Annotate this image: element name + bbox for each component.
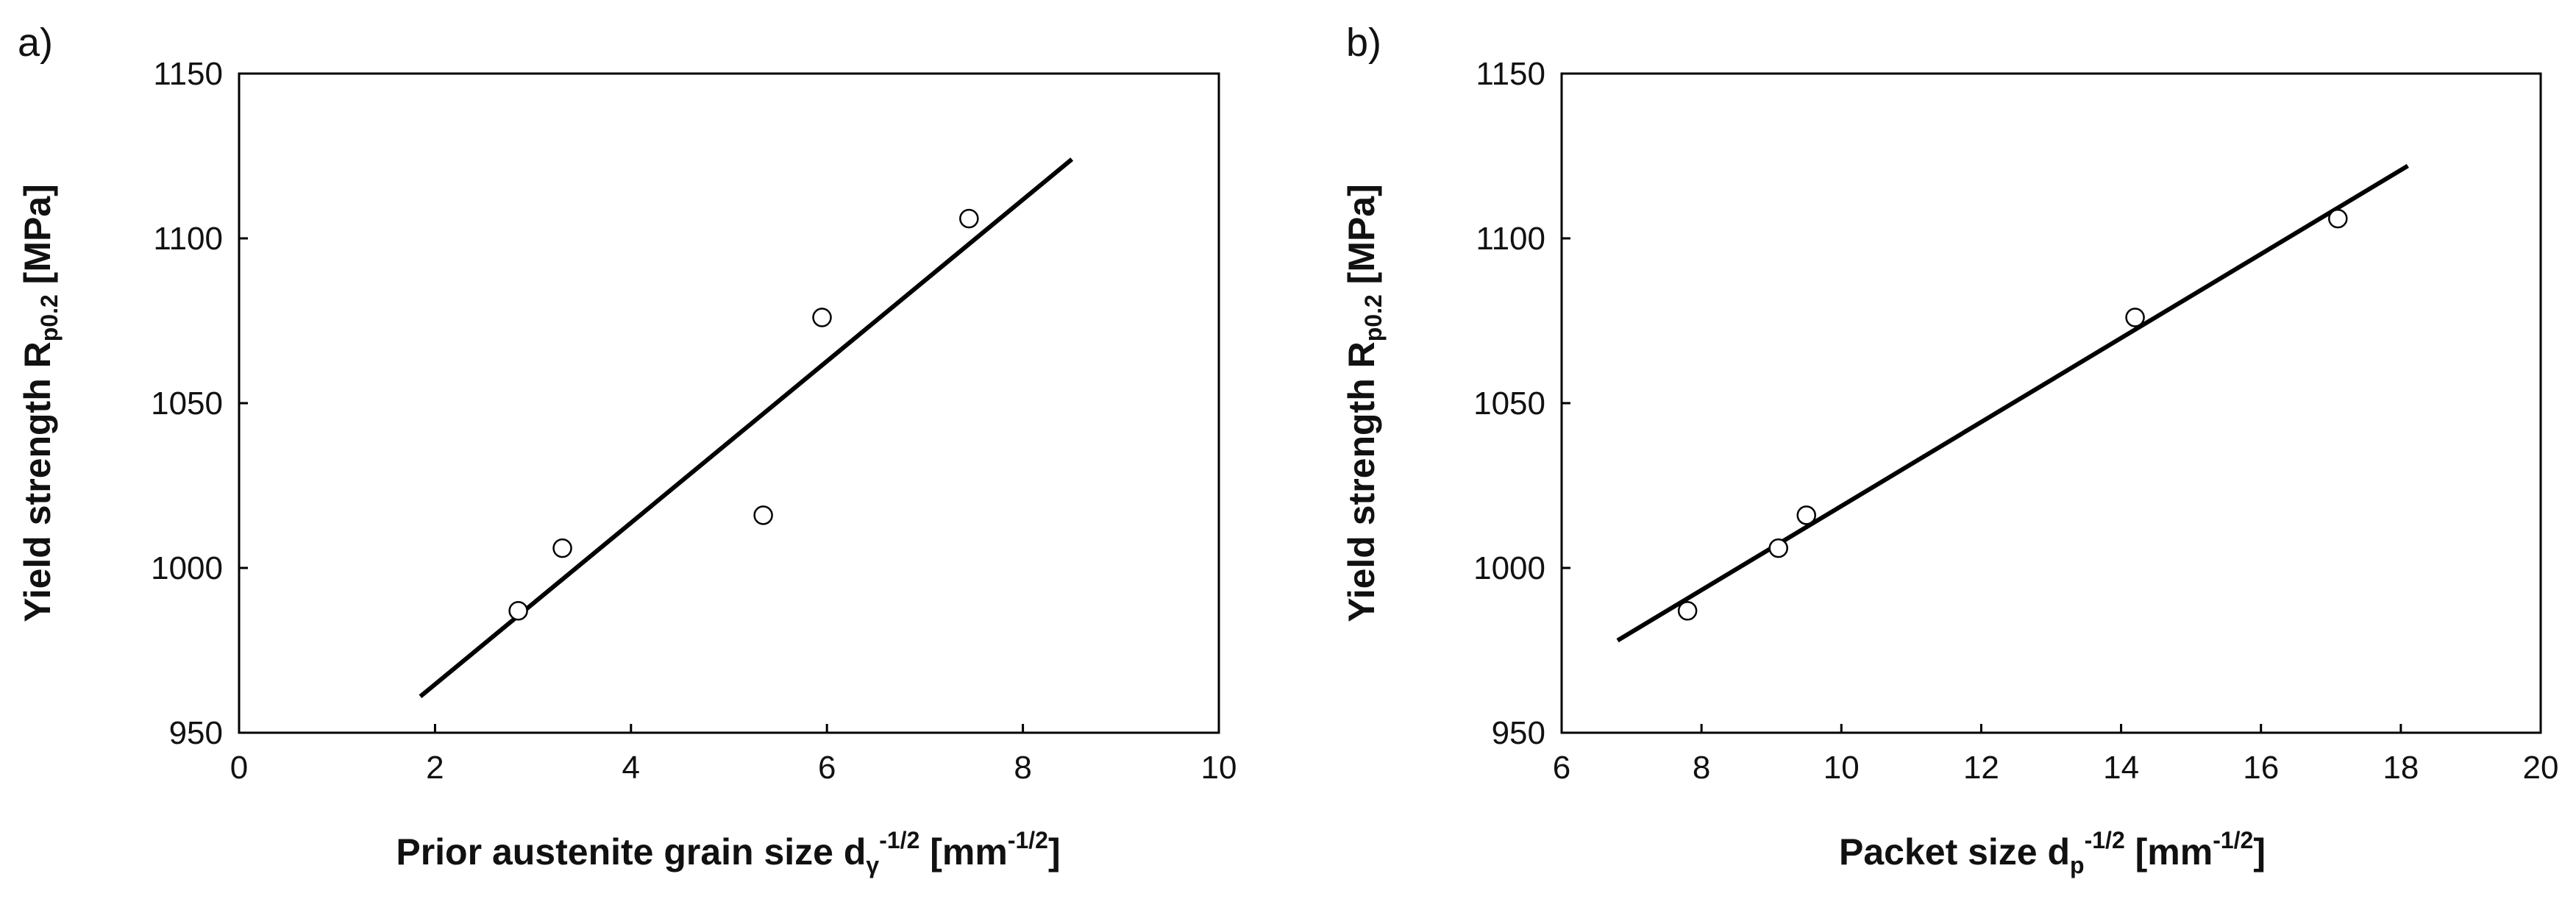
panel-a-x-tick-label: 4 (622, 750, 640, 786)
panel-b-y-tick-label: 1050 (1473, 385, 1545, 422)
panel-a-y-tick-label: 1100 (153, 221, 223, 257)
panel-a-chart: a) 950 1000 1050 1100 1150 0 2 4 6 8 10 Prior aus… (17, 21, 1237, 878)
panel-a-x-tick-label: 8 (1014, 750, 1031, 786)
panel-b-x-tick-label: 20 (2523, 750, 2559, 786)
panel-a-data-point (510, 602, 527, 619)
panel-a-data-point (554, 539, 572, 557)
panel-b-y-ticks: 950 1000 1050 1100 1150 (1473, 56, 1570, 751)
panel-a-y-tick-label: 1050 (151, 385, 223, 422)
panel-b-data-point (2329, 210, 2346, 227)
panel-b-x-tick-label: 16 (2243, 750, 2279, 786)
panel-a-plot-frame (239, 74, 1219, 733)
panel-b-x-tick-label: 10 (1824, 750, 1860, 786)
panel-a-y-tick-label: 1000 (151, 550, 223, 586)
panel-b-y-tick-label: 1100 (1476, 221, 1545, 257)
panel-b-data-points (1679, 210, 2346, 619)
panel-a-y-axis-title: Yield strength Rp0.2 [MPa] (17, 184, 63, 622)
panel-a-x-axis-title: Prior austenite grain size dγ-1/2 [mm-1/… (396, 827, 1060, 878)
panel-a-label: a) (18, 21, 53, 65)
panel-b-data-point (2127, 309, 2144, 327)
panel-a-x-tick-label: 0 (230, 750, 248, 786)
figure: a) 950 1000 1050 1100 1150 0 2 4 6 8 10 Prior aus… (0, 0, 2576, 899)
panel-b-y-tick-label: 950 (1492, 715, 1545, 751)
panel-b-y-axis-title: Yield strength Rp0.2 [MPa] (1341, 184, 1387, 622)
panel-b-data-point (1679, 602, 1696, 619)
panel-a-data-point (814, 309, 831, 327)
panel-b-x-tick-label: 6 (1553, 750, 1570, 786)
panel-b-fit-line (1618, 166, 2408, 640)
panel-b-y-tick-label: 1150 (1476, 56, 1545, 92)
panel-b-x-tick-label: 8 (1693, 750, 1710, 786)
panel-a-x-tick-label: 6 (818, 750, 836, 786)
panel-a-data-point (755, 506, 772, 524)
panel-b-chart: b) 950 1000 1050 1100 1150 6 8 10 12 14 16 18 20 Pa… (1341, 21, 2558, 878)
panel-b-x-tick-label: 18 (2383, 750, 2419, 786)
panel-a-y-tick-label: 1150 (153, 56, 223, 92)
panel-a-y-ticks: 950 1000 1050 1100 1150 (151, 56, 248, 751)
panel-b-label: b) (1346, 21, 1381, 65)
panel-a-y-tick-label: 950 (169, 715, 223, 751)
panel-b-x-axis-title: Packet size dp-1/2 [mm-1/2] (1839, 827, 2266, 878)
panel-a-x-tick-label: 2 (426, 750, 444, 786)
panel-a-data-points (510, 210, 978, 619)
panel-b-x-tick-label: 12 (1963, 750, 1999, 786)
panel-b-data-point (1770, 539, 1787, 557)
panel-a-data-point (960, 210, 978, 227)
panel-b-y-tick-label: 1000 (1473, 550, 1545, 586)
panel-b-x-tick-label: 14 (2103, 750, 2139, 786)
panel-b-data-point (1798, 506, 1815, 524)
panel-a-x-tick-label: 10 (1201, 750, 1237, 786)
